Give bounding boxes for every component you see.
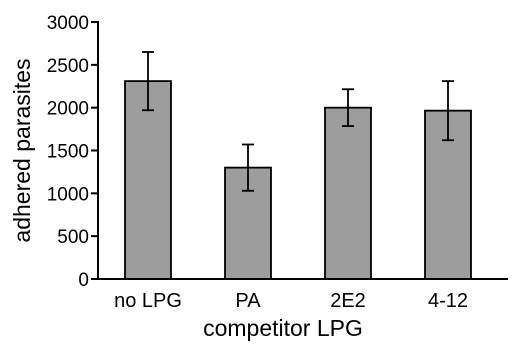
y-axis-title: adhered parasites xyxy=(9,58,35,242)
y-tick-label: 3000 xyxy=(47,13,89,34)
y-tick-label: 2000 xyxy=(47,99,89,120)
y-tick-label: 1500 xyxy=(47,142,89,163)
x-category-label: no LPG xyxy=(114,290,182,312)
x-category-label: 4-12 xyxy=(428,290,468,312)
y-axis: 0 500 1000 1500 2000 2500 3000 xyxy=(47,13,99,291)
bar xyxy=(124,80,172,280)
error-bars-group xyxy=(142,51,454,192)
x-category-label: PA xyxy=(235,290,261,312)
y-tick-label: 0 xyxy=(78,270,89,291)
x-axis-title: competitor LPG xyxy=(203,315,363,341)
bars-group xyxy=(124,80,472,280)
y-tick-label: 500 xyxy=(57,227,89,248)
y-tick-label: 1000 xyxy=(47,184,89,205)
x-axis: no LPG PA 2E2 4-12 xyxy=(98,278,508,312)
y-tick-label: 2500 xyxy=(47,56,89,77)
x-category-label: 2E2 xyxy=(330,290,366,312)
bar xyxy=(324,106,372,280)
